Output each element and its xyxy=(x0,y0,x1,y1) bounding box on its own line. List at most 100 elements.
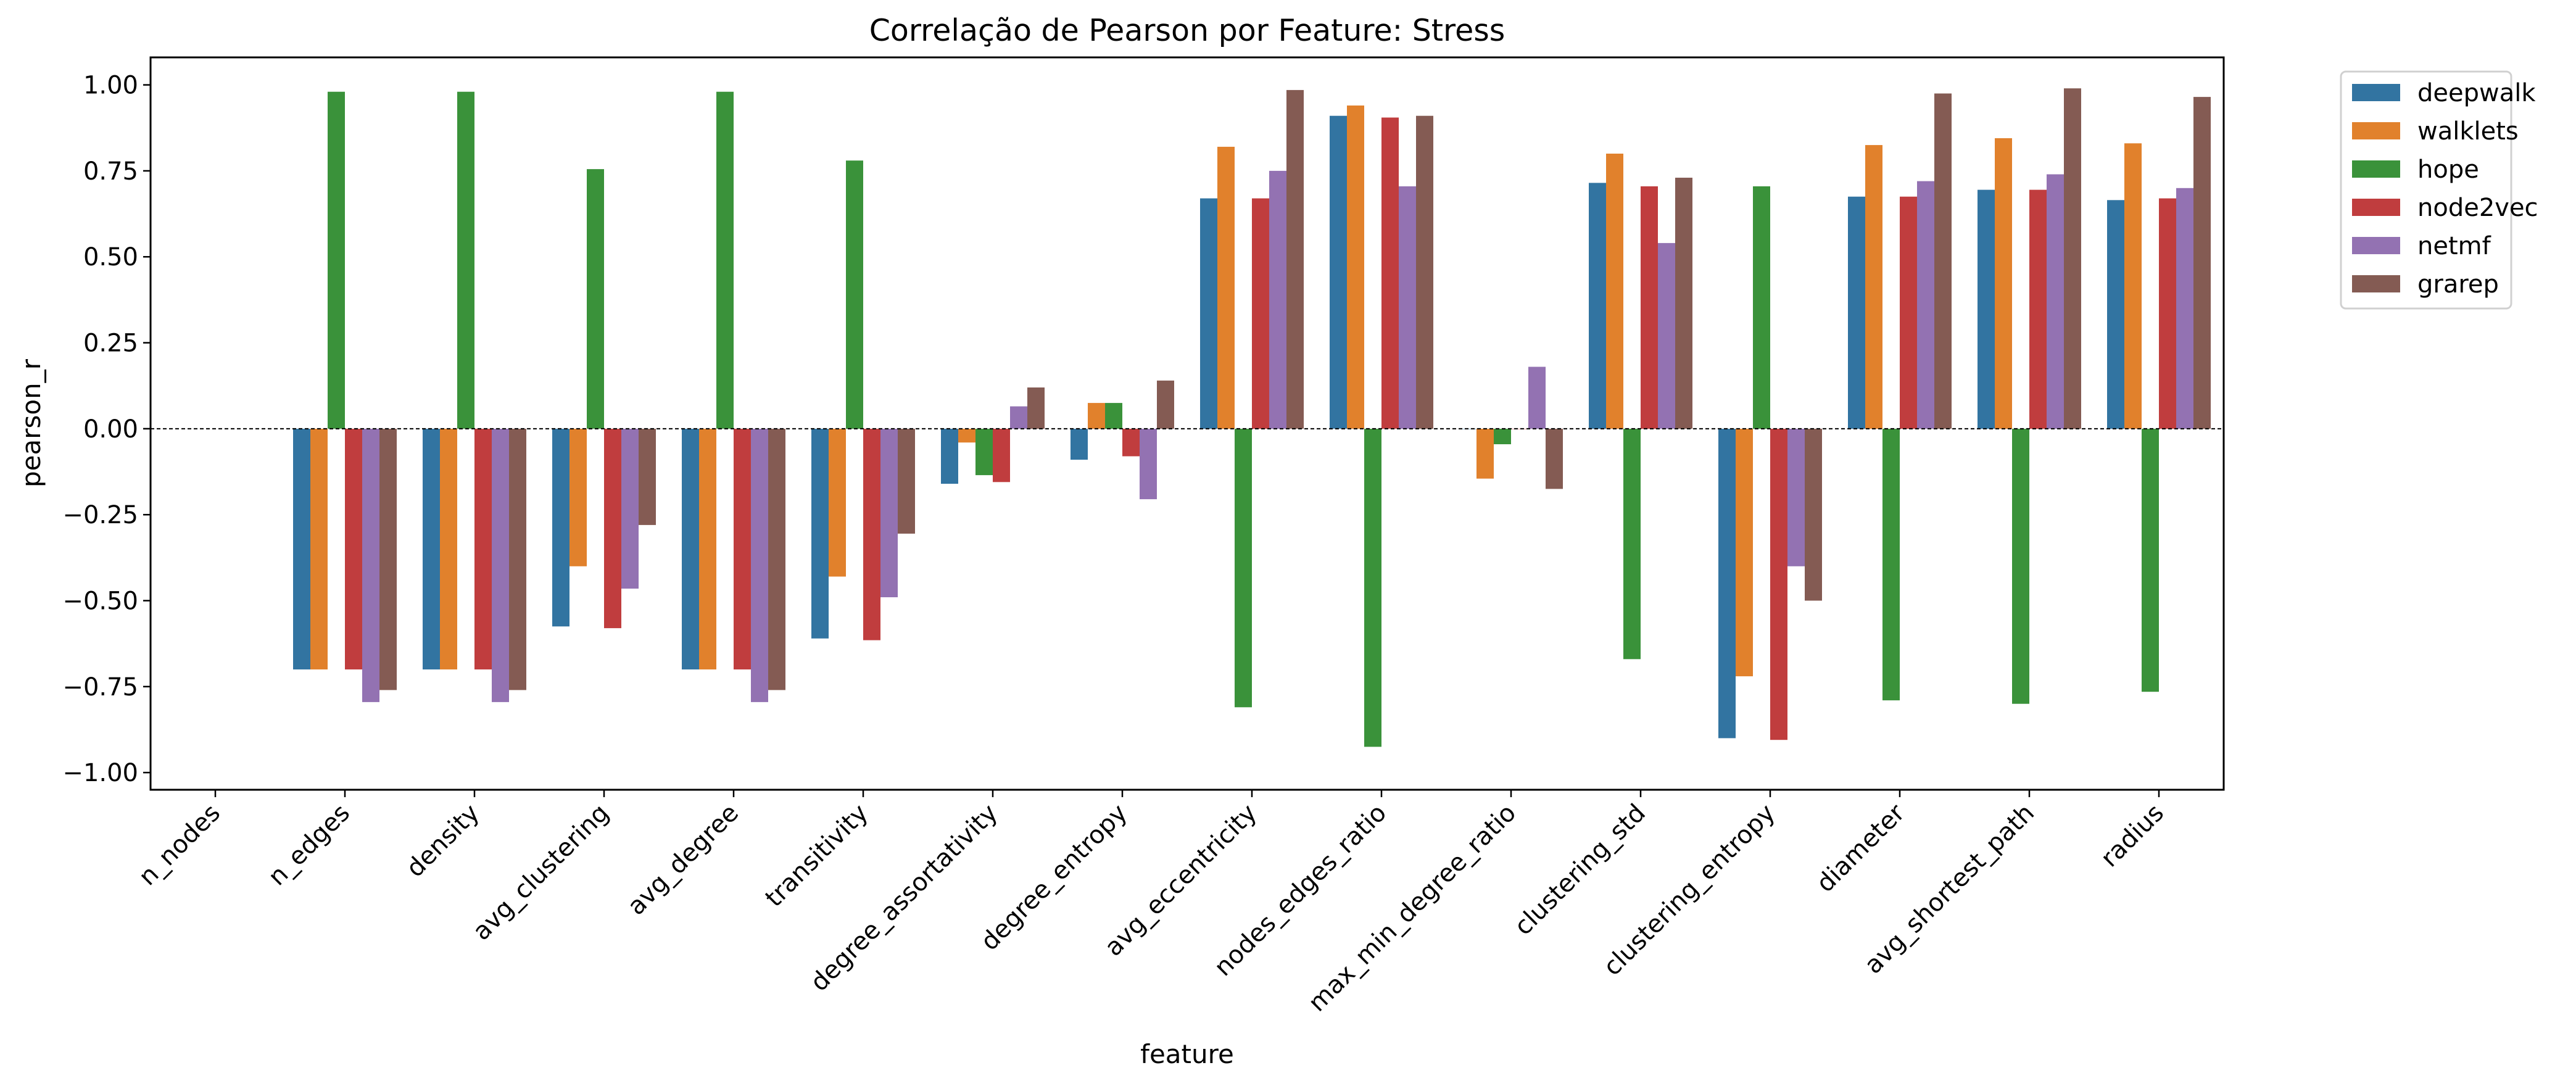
bar-node2vec-avg_clustering xyxy=(604,428,621,629)
bar-netmf-clustering_std xyxy=(1658,242,1675,429)
bar-walklets-degree_assortativity xyxy=(958,428,975,443)
bar-hope-diameter xyxy=(1882,428,1900,701)
y-tick-label: −0.75 xyxy=(62,673,138,702)
bar-hope-n_edges xyxy=(328,91,345,429)
bar-netmf-degree_entropy xyxy=(1140,428,1157,500)
bar-netmf-max_min_degree_ratio xyxy=(1528,366,1546,429)
bar-walklets-clustering_entropy xyxy=(1736,428,1753,677)
bar-netmf-n_edges xyxy=(362,428,379,702)
bar-walklets-avg_clustering xyxy=(569,428,587,566)
bar-grarep-clustering_std xyxy=(1675,178,1692,429)
x-tick-label: avg_clustering xyxy=(467,799,615,946)
bar-node2vec-density xyxy=(474,428,492,669)
bar-walklets-max_min_degree_ratio xyxy=(1476,428,1494,479)
y-tick-label: −0.25 xyxy=(62,501,138,529)
bar-hope-density xyxy=(457,91,474,429)
bar-grarep-degree_assortativity xyxy=(1027,387,1045,429)
legend-label-netmf: netmf xyxy=(2417,232,2491,260)
bar-walklets-nodes_edges_ratio xyxy=(1347,106,1364,429)
bar-node2vec-degree_assortativity xyxy=(993,428,1010,482)
bar-deepwalk-density xyxy=(423,428,440,669)
y-tick-label: 0.00 xyxy=(83,415,138,444)
legend: deepwalk walklets hope node2vec netmf grarep xyxy=(2340,70,2538,310)
y-tick-label: 0.25 xyxy=(83,329,138,358)
chart-title: Correlação de Pearson por Feature: Stres… xyxy=(869,13,1505,48)
legend-swatch-deepwalk xyxy=(2352,84,2400,101)
bar-node2vec-clustering_entropy xyxy=(1770,428,1787,740)
bar-hope-nodes_edges_ratio xyxy=(1364,428,1381,747)
bar-hope-radius xyxy=(2142,428,2159,692)
bar-netmf-avg_degree xyxy=(751,428,768,702)
y-tick-label: 0.50 xyxy=(83,243,138,271)
bar-hope-transitivity xyxy=(846,160,863,429)
bar-netmf-density xyxy=(492,428,509,702)
x-tick-label: diameter xyxy=(1811,798,1910,898)
bar-deepwalk-degree_assortativity xyxy=(941,428,958,484)
bar-netmf-radius xyxy=(2176,188,2193,429)
bar-walklets-degree_entropy xyxy=(1088,403,1105,429)
bar-walklets-density xyxy=(440,428,457,669)
bar-node2vec-nodes_edges_ratio xyxy=(1381,117,1399,429)
bar-deepwalk-degree_entropy xyxy=(1071,428,1088,460)
bar-grarep-degree_entropy xyxy=(1157,380,1174,429)
bar-walklets-radius xyxy=(2124,143,2142,429)
bar-walklets-clustering_std xyxy=(1606,154,1623,429)
bar-grarep-transitivity xyxy=(898,428,915,534)
x-tick-label: density xyxy=(401,799,485,883)
bar-walklets-avg_eccentricity xyxy=(1217,146,1235,429)
bar-node2vec-degree_entropy xyxy=(1122,428,1140,457)
x-tick-label: clustering_std xyxy=(1509,799,1651,941)
x-tick-label: transitivity xyxy=(760,799,874,913)
legend-swatch-walklets xyxy=(2352,122,2400,139)
bar-deepwalk-avg_clustering xyxy=(552,428,569,627)
bar-netmf-diameter xyxy=(1917,181,1934,429)
bar-grarep-radius xyxy=(2193,97,2211,429)
legend-swatch-grarep xyxy=(2352,275,2400,292)
bar-deepwalk-avg_degree xyxy=(682,428,699,669)
bar-hope-avg_degree xyxy=(716,91,734,429)
bar-deepwalk-diameter xyxy=(1848,196,1865,429)
bar-hope-avg_shortest_path xyxy=(2012,428,2029,704)
legend-label-hope: hope xyxy=(2417,155,2479,184)
bar-node2vec-avg_shortest_path xyxy=(2029,189,2047,429)
legend-label-node2vec: node2vec xyxy=(2417,194,2538,222)
x-tick-label: n_nodes xyxy=(133,799,226,892)
y-tick-label: 1.00 xyxy=(83,72,138,100)
bar-netmf-nodes_edges_ratio xyxy=(1399,186,1416,429)
bar-grarep-avg_degree xyxy=(768,428,785,690)
y-axis-label: pearson_r xyxy=(16,358,46,487)
bar-deepwalk-n_edges xyxy=(293,428,310,669)
bar-walklets-diameter xyxy=(1865,145,1882,429)
bar-grarep-diameter xyxy=(1934,93,1952,429)
bar-netmf-clustering_entropy xyxy=(1787,428,1805,566)
bar-hope-clustering_std xyxy=(1623,428,1641,660)
bar-deepwalk-avg_eccentricity xyxy=(1200,198,1217,429)
bar-grarep-clustering_entropy xyxy=(1805,428,1822,601)
bar-walklets-transitivity xyxy=(829,428,846,577)
bar-deepwalk-transitivity xyxy=(811,428,829,639)
bar-node2vec-avg_degree xyxy=(734,428,751,669)
bar-node2vec-transitivity xyxy=(863,428,880,640)
bar-node2vec-radius xyxy=(2159,198,2176,429)
x-tick-label: max_min_degree_ratio xyxy=(1303,799,1522,1017)
y-tick-label: 0.75 xyxy=(83,157,138,186)
legend-label-deepwalk: deepwalk xyxy=(2417,79,2536,107)
y-tick-label: −0.50 xyxy=(62,587,138,615)
x-axis-label: feature xyxy=(1140,1039,1234,1069)
bar-netmf-avg_eccentricity xyxy=(1269,170,1286,429)
bar-hope-degree_entropy xyxy=(1105,403,1122,429)
bar-netmf-avg_shortest_path xyxy=(2047,174,2064,429)
bar-hope-max_min_degree_ratio xyxy=(1494,428,1511,444)
bar-walklets-avg_degree xyxy=(699,428,716,669)
bar-netmf-degree_assortativity xyxy=(1010,406,1027,429)
bar-node2vec-avg_eccentricity xyxy=(1252,198,1269,429)
bar-walklets-avg_shortest_path xyxy=(1995,138,2012,429)
bar-hope-degree_assortativity xyxy=(975,428,993,476)
bar-netmf-transitivity xyxy=(880,428,898,597)
bar-walklets-n_edges xyxy=(310,428,328,669)
bar-deepwalk-clustering_std xyxy=(1589,183,1606,429)
legend-label-grarep: grarep xyxy=(2417,270,2499,299)
bar-grarep-avg_shortest_path xyxy=(2064,88,2081,429)
x-tick-label: n_edges xyxy=(263,799,355,892)
